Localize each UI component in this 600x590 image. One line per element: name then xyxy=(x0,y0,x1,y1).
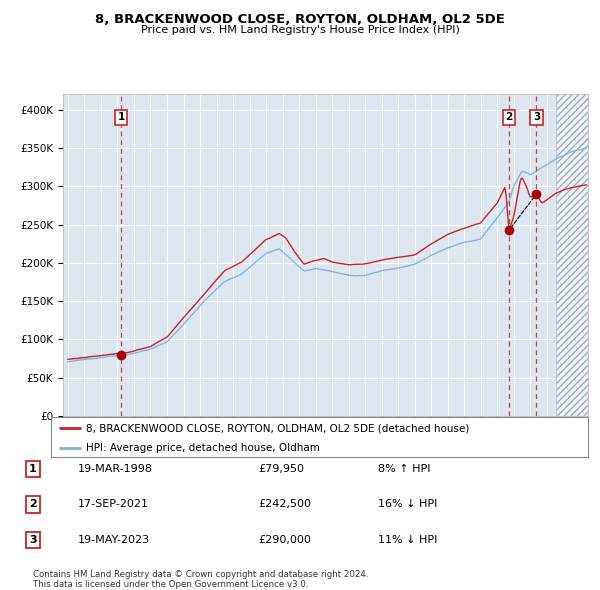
Text: 3: 3 xyxy=(29,535,37,545)
Text: 16% ↓ HPI: 16% ↓ HPI xyxy=(378,500,437,509)
Text: 2: 2 xyxy=(29,500,37,509)
Text: Price paid vs. HM Land Registry's House Price Index (HPI): Price paid vs. HM Land Registry's House … xyxy=(140,25,460,35)
Text: 2: 2 xyxy=(505,112,512,122)
Text: HPI: Average price, detached house, Oldham: HPI: Average price, detached house, Oldh… xyxy=(86,444,320,454)
Text: £242,500: £242,500 xyxy=(258,500,311,509)
Text: 19-MAR-1998: 19-MAR-1998 xyxy=(78,464,153,474)
Text: 11% ↓ HPI: 11% ↓ HPI xyxy=(378,535,437,545)
Text: 17-SEP-2021: 17-SEP-2021 xyxy=(78,500,149,509)
Text: 1: 1 xyxy=(29,464,37,474)
Text: 8% ↑ HPI: 8% ↑ HPI xyxy=(378,464,431,474)
Text: £290,000: £290,000 xyxy=(258,535,311,545)
Text: 8, BRACKENWOOD CLOSE, ROYTON, OLDHAM, OL2 5DE: 8, BRACKENWOOD CLOSE, ROYTON, OLDHAM, OL… xyxy=(95,13,505,26)
Text: 8, BRACKENWOOD CLOSE, ROYTON, OLDHAM, OL2 5DE (detached house): 8, BRACKENWOOD CLOSE, ROYTON, OLDHAM, OL… xyxy=(86,424,469,434)
Text: Contains HM Land Registry data © Crown copyright and database right 2024.: Contains HM Land Registry data © Crown c… xyxy=(33,570,368,579)
Text: 3: 3 xyxy=(533,112,540,122)
Text: This data is licensed under the Open Government Licence v3.0.: This data is licensed under the Open Gov… xyxy=(33,579,308,589)
Text: 19-MAY-2023: 19-MAY-2023 xyxy=(78,535,150,545)
Text: £79,950: £79,950 xyxy=(258,464,304,474)
Text: 1: 1 xyxy=(118,112,125,122)
